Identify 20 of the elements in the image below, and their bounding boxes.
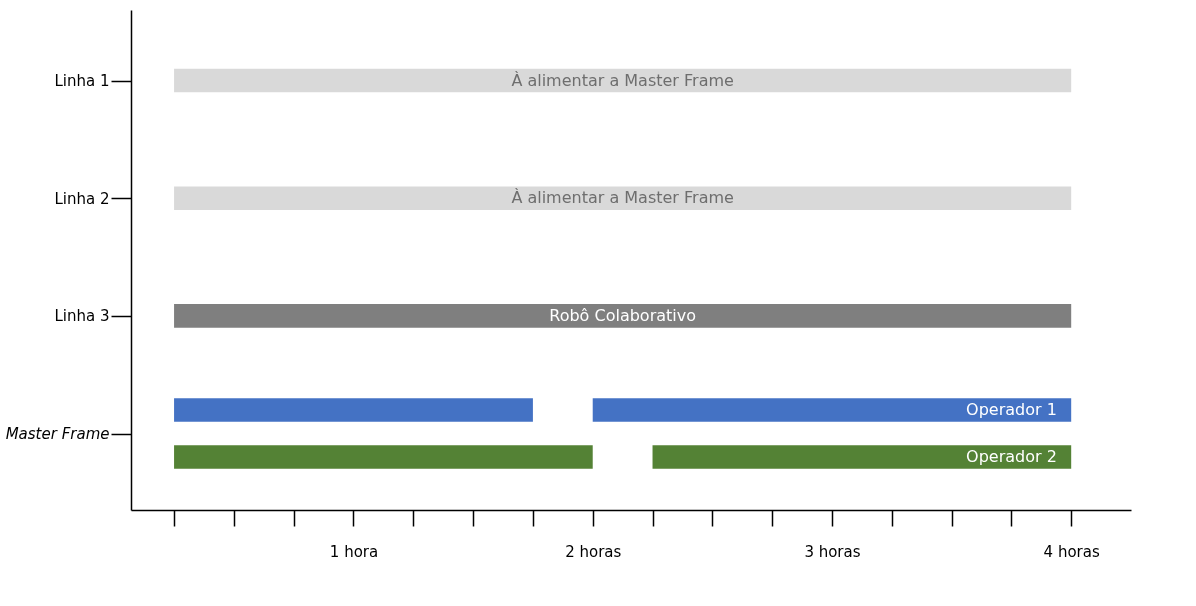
series-label: Robô Colaborativo <box>549 305 696 325</box>
bar <box>174 398 533 422</box>
series-label: Operador 1 <box>966 400 1057 419</box>
x-tick-label: 4 horas <box>1043 542 1100 561</box>
y-tick-label: Master Frame <box>5 425 110 444</box>
bar <box>652 445 1072 469</box>
y-tick-label: Linha 1 <box>54 72 110 91</box>
x-tick-label: 3 horas <box>804 542 861 561</box>
bar <box>174 445 593 469</box>
x-tick-label: 1 hora <box>329 542 379 561</box>
text: À alimentar a Master Frame <box>511 188 734 208</box>
bar <box>174 68 1072 93</box>
bar <box>174 186 1072 210</box>
series-label: Operador 2 <box>966 447 1057 467</box>
y-tick-label: Linha 3 <box>54 307 110 326</box>
bar <box>174 304 1072 328</box>
series-label: À alimentar a Master Frame <box>511 70 734 90</box>
x-tick-label: 2 horas <box>565 542 622 561</box>
y-tick-label: Linha 2 <box>54 189 110 208</box>
bar <box>592 398 1072 422</box>
